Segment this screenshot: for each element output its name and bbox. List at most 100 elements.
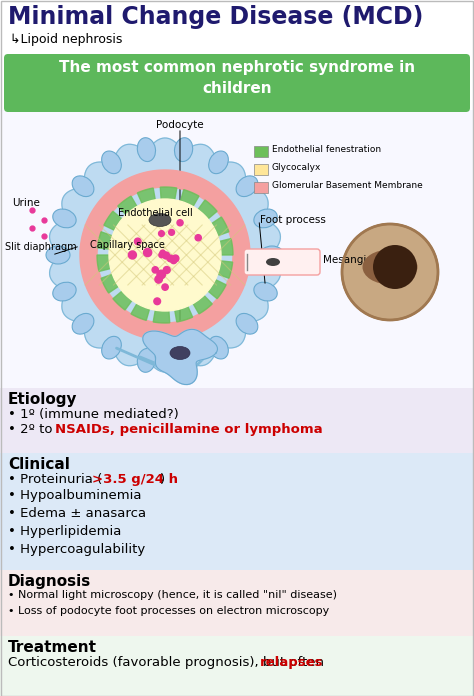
Text: NSAIDs, penicillamine or lymphoma: NSAIDs, penicillamine or lymphoma (55, 423, 323, 436)
Polygon shape (181, 189, 199, 207)
FancyBboxPatch shape (0, 636, 474, 696)
Polygon shape (131, 303, 150, 320)
Text: • Hypercoagulability: • Hypercoagulability (8, 543, 145, 556)
Text: • Proteinuria (: • Proteinuria ( (8, 473, 102, 486)
Circle shape (157, 270, 165, 278)
Polygon shape (143, 329, 218, 385)
Circle shape (154, 298, 161, 305)
Text: Glycocalyx: Glycocalyx (272, 164, 321, 173)
FancyBboxPatch shape (0, 388, 474, 453)
Text: Glomerular Basement Membrane: Glomerular Basement Membrane (272, 182, 423, 191)
Ellipse shape (72, 176, 94, 196)
Polygon shape (97, 255, 110, 271)
Circle shape (162, 284, 168, 290)
Circle shape (160, 250, 165, 255)
Ellipse shape (53, 282, 76, 301)
Circle shape (152, 267, 158, 273)
Text: relapses: relapses (260, 656, 323, 669)
Polygon shape (160, 187, 177, 200)
Ellipse shape (236, 176, 258, 196)
Text: • Edema ± anasarca: • Edema ± anasarca (8, 507, 146, 520)
Circle shape (167, 255, 173, 262)
Ellipse shape (266, 258, 280, 266)
Polygon shape (153, 310, 170, 323)
FancyBboxPatch shape (4, 54, 470, 112)
Circle shape (177, 220, 183, 226)
Text: ): ) (160, 473, 165, 486)
FancyBboxPatch shape (0, 570, 474, 636)
Circle shape (373, 245, 417, 289)
FancyBboxPatch shape (0, 110, 474, 390)
Ellipse shape (236, 313, 258, 334)
Polygon shape (113, 291, 132, 310)
Circle shape (172, 255, 179, 262)
Circle shape (159, 230, 164, 237)
Polygon shape (137, 188, 155, 204)
Ellipse shape (174, 138, 193, 161)
Circle shape (163, 252, 170, 259)
Polygon shape (219, 239, 233, 255)
Text: >3.5 g/24 h: >3.5 g/24 h (92, 473, 178, 486)
Circle shape (171, 258, 177, 264)
Circle shape (155, 276, 163, 283)
Text: Treatment: Treatment (8, 640, 97, 655)
Polygon shape (211, 217, 229, 236)
Text: Endothelial cell: Endothelial cell (118, 208, 192, 218)
Ellipse shape (209, 336, 228, 359)
Text: Foot process: Foot process (260, 215, 326, 225)
Ellipse shape (101, 151, 121, 174)
FancyBboxPatch shape (255, 182, 268, 193)
Text: Diagnosis: Diagnosis (8, 574, 91, 589)
Polygon shape (208, 280, 226, 299)
Text: Slit diaphragm: Slit diaphragm (5, 242, 77, 252)
Circle shape (169, 230, 174, 235)
Text: Minimal Change Disease (MCD): Minimal Change Disease (MCD) (8, 5, 423, 29)
Polygon shape (193, 295, 212, 314)
Text: • Normal light microscopy (hence, it is called "nil" disease): • Normal light microscopy (hence, it is … (8, 590, 337, 600)
Polygon shape (118, 196, 137, 215)
Text: Mesangial cell: Mesangial cell (323, 255, 397, 265)
Ellipse shape (209, 151, 228, 174)
Circle shape (135, 238, 141, 245)
Ellipse shape (53, 209, 76, 228)
Circle shape (159, 253, 164, 258)
Polygon shape (97, 232, 112, 249)
Circle shape (163, 253, 167, 258)
Ellipse shape (254, 209, 277, 228)
Ellipse shape (137, 138, 155, 161)
Text: • 2º to: • 2º to (8, 423, 57, 436)
FancyBboxPatch shape (255, 164, 268, 175)
Polygon shape (50, 138, 281, 372)
FancyBboxPatch shape (0, 453, 474, 570)
Circle shape (164, 267, 170, 274)
Text: Endothelial fenestration: Endothelial fenestration (272, 145, 381, 155)
Polygon shape (198, 200, 217, 219)
Polygon shape (218, 261, 233, 278)
Ellipse shape (149, 214, 171, 226)
Ellipse shape (174, 349, 193, 372)
Polygon shape (175, 306, 192, 322)
Circle shape (109, 199, 221, 311)
Ellipse shape (170, 347, 190, 360)
Polygon shape (80, 170, 250, 340)
Ellipse shape (363, 249, 418, 285)
Circle shape (342, 224, 438, 320)
Circle shape (128, 251, 137, 259)
Ellipse shape (101, 336, 121, 359)
Ellipse shape (72, 313, 94, 334)
Text: Corticosteroids (favorable prognosis), but often: Corticosteroids (favorable prognosis), b… (8, 656, 328, 669)
Text: Clinical: Clinical (8, 457, 70, 472)
Polygon shape (101, 274, 118, 293)
Circle shape (144, 248, 152, 257)
Text: • Hypoalbuminemia: • Hypoalbuminemia (8, 489, 142, 502)
FancyBboxPatch shape (255, 145, 268, 157)
FancyBboxPatch shape (244, 249, 320, 275)
Ellipse shape (254, 282, 277, 301)
Text: Capillary space: Capillary space (90, 240, 164, 250)
Polygon shape (104, 212, 122, 230)
Ellipse shape (260, 246, 284, 264)
Text: Urine: Urine (12, 198, 40, 208)
Ellipse shape (137, 349, 155, 372)
Ellipse shape (46, 246, 70, 264)
Text: • Hyperlipidemia: • Hyperlipidemia (8, 525, 121, 538)
